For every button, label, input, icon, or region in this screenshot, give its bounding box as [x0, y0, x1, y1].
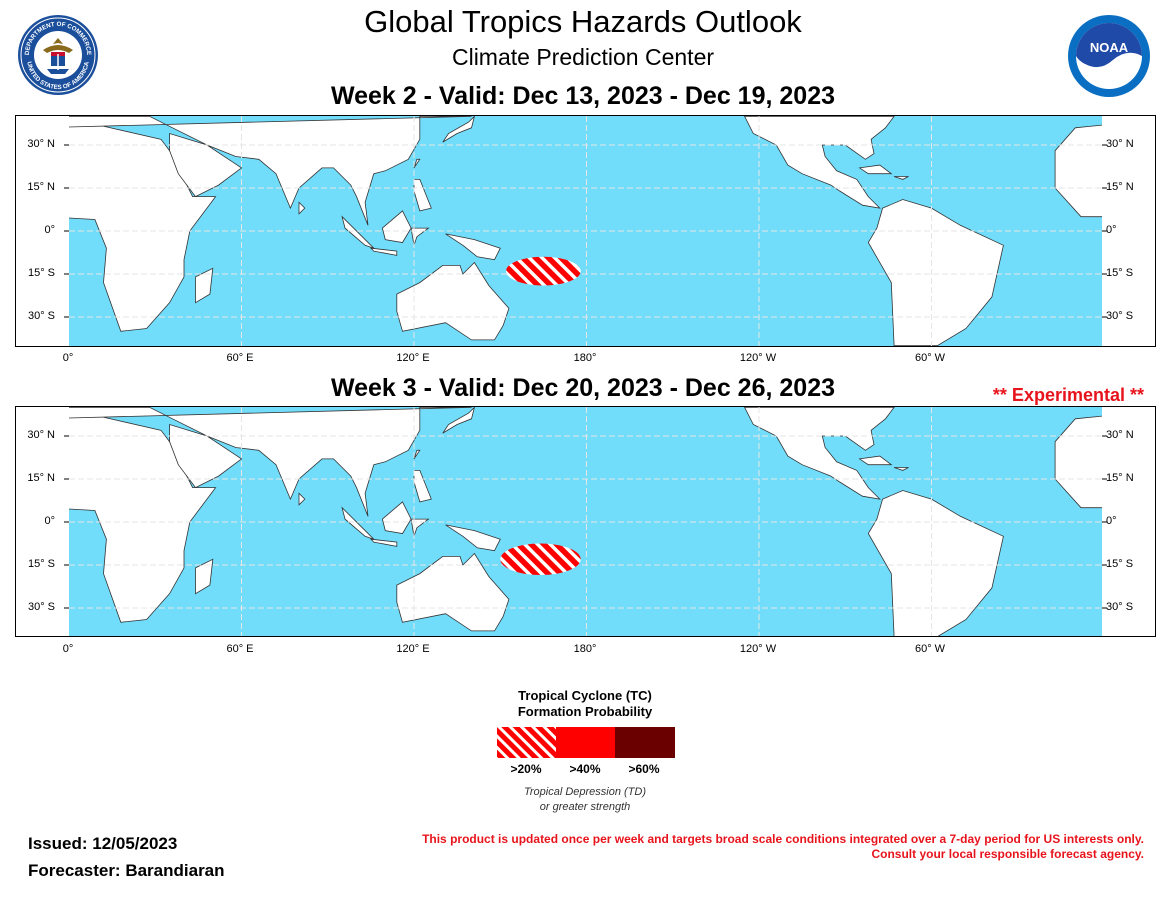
noaa-logo-icon: NOAA	[1068, 15, 1150, 97]
legend-title-line1: Tropical Cyclone (TC)	[518, 688, 652, 703]
lon-label: 180°	[573, 643, 597, 655]
land-taiwan	[413, 158, 421, 169]
page-title: Global Tropics Hazards Outlook	[364, 4, 802, 39]
land-borneo	[381, 210, 412, 243]
disclaimer-line2: Consult your local responsible forecast …	[871, 847, 1144, 861]
lat-label: 30° S	[27, 601, 55, 613]
lat-label: 0°	[1106, 224, 1117, 236]
land-cuba	[858, 164, 893, 175]
issued-date: Issued: 12/05/2023	[28, 834, 178, 853]
legend-swatch-40	[556, 727, 615, 758]
lon-label: 180°	[573, 352, 597, 364]
land-arabia	[169, 423, 243, 489]
lat-label: 0°	[44, 224, 55, 236]
lon-label: 60° W	[914, 352, 946, 364]
land-hispaniola	[893, 467, 909, 471]
land-northamerica	[743, 407, 895, 500]
land-africa	[69, 415, 217, 623]
lat-label: 0°	[44, 515, 55, 527]
week3-title: Week 3 - Valid: Dec 20, 2023 - Dec 26, 2…	[330, 374, 836, 402]
lat-label: 15° S	[1106, 267, 1134, 279]
lat-label: 30° S	[1106, 310, 1134, 322]
land-java	[369, 247, 398, 256]
land-srilanka	[298, 492, 306, 506]
lat-label: 15° N	[1106, 472, 1134, 484]
land-sulawesi	[410, 518, 430, 537]
legend-title: Tropical Cyclone (TC) Formation Probabil…	[440, 688, 730, 720]
land-borneo	[381, 501, 412, 534]
land-japan	[442, 407, 475, 434]
noaa-logo-text: NOAA	[1090, 40, 1129, 55]
week2-map	[15, 115, 1156, 347]
lon-label: 0°	[62, 352, 74, 364]
lat-label: 15° N	[27, 181, 55, 193]
land-arabia	[169, 132, 243, 198]
legend-title-line2: Formation Probability	[517, 704, 653, 719]
lat-label: 30° N	[27, 429, 55, 441]
land-sumatra	[341, 215, 375, 249]
land-australia	[396, 261, 510, 341]
land-madagascar	[195, 267, 214, 304]
lon-label: 120° W	[739, 643, 777, 655]
land-australia	[396, 552, 510, 632]
legend-swatch-20	[497, 727, 556, 758]
lon-label: 120° W	[739, 352, 777, 364]
legend-swatch-60	[615, 727, 675, 758]
lon-label: 120° E	[396, 643, 430, 655]
land-cuba	[858, 455, 893, 466]
land-java	[369, 538, 398, 547]
legend-note-line1: Tropical Depression (TD)	[523, 786, 647, 798]
land-eurasia	[69, 407, 472, 517]
land-sulawesi	[410, 227, 430, 246]
legend-note-line2: or greater strength	[539, 801, 631, 813]
forecaster: Forecaster: Barandiaran	[28, 861, 225, 880]
lat-label: 15° S	[27, 558, 55, 570]
week2-title: Week 2 - Valid: Dec 13, 2023 - Dec 19, 2…	[330, 82, 836, 110]
department-of-commerce-seal-icon: DEPARTMENT OF COMMERCE UNITED STATES OF …	[18, 15, 98, 95]
disclaimer-line1: This product is updated once per week an…	[422, 832, 1144, 846]
land-japan	[442, 116, 475, 143]
lat-label: 15° N	[1106, 181, 1134, 193]
lon-label: 60° E	[226, 352, 254, 364]
lat-label: 15° S	[27, 267, 55, 279]
land-northamerica	[743, 116, 895, 209]
land-sumatra	[341, 506, 375, 540]
lat-label: 30° N	[27, 138, 55, 150]
land-africa	[69, 124, 217, 332]
lon-label: 120° E	[396, 352, 430, 364]
lat-label: 15° N	[27, 472, 55, 484]
legend-label-20: >20%	[510, 762, 542, 776]
land-newguinea	[445, 524, 501, 552]
experimental-note: ** Experimental **	[992, 385, 1144, 405]
land-newguinea	[445, 233, 501, 261]
legend-label-60: >60%	[628, 762, 660, 776]
tc-hazard-area	[500, 543, 581, 576]
legend-note: Tropical Depression (TD) or greater stre…	[440, 785, 730, 815]
week3-map	[15, 406, 1156, 637]
lat-label: 30° S	[1106, 601, 1134, 613]
lat-label: 30° S	[27, 310, 55, 322]
tc-hazard-area	[506, 256, 581, 286]
legend-swatches	[497, 727, 675, 758]
lon-label: 60° E	[226, 643, 254, 655]
land-srilanka	[298, 201, 306, 215]
lon-label: 0°	[62, 643, 74, 655]
disclaimer: This product is updated once per week an…	[422, 832, 1144, 862]
legend-label-40: >40%	[569, 762, 601, 776]
land-madagascar	[195, 558, 214, 595]
lon-label: 60° W	[914, 643, 946, 655]
lat-label: 0°	[1106, 515, 1117, 527]
land-hispaniola	[893, 176, 909, 180]
lat-label: 30° N	[1106, 138, 1134, 150]
lat-label: 30° N	[1106, 429, 1134, 441]
land-taiwan	[413, 449, 421, 460]
land-eurasia	[69, 116, 472, 226]
page-subtitle: Climate Prediction Center	[451, 44, 715, 70]
lat-label: 15° S	[1106, 558, 1134, 570]
